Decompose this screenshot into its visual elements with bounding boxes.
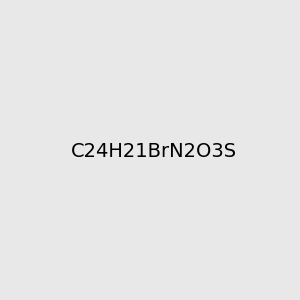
Text: C24H21BrN2O3S: C24H21BrN2O3S [71,142,237,161]
